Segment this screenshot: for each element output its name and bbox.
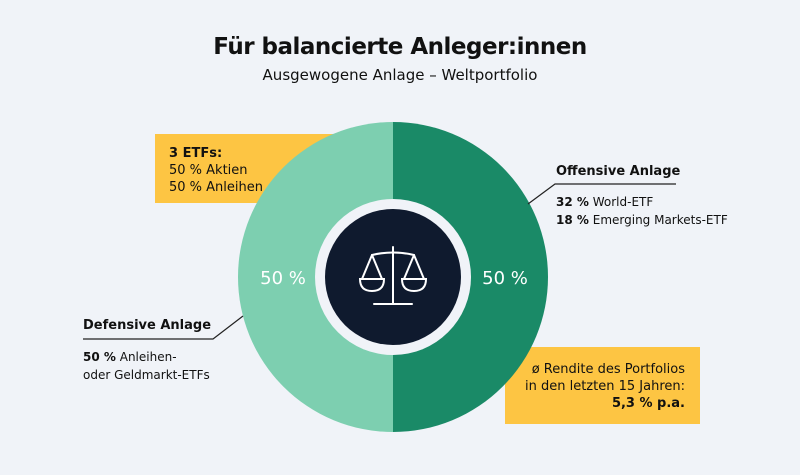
defensive-leader-line — [83, 315, 244, 340]
offensive-pct: 18 % — [556, 213, 589, 227]
page-subtitle: Ausgewogene Anlage – Weltportfolio — [262, 66, 538, 84]
offensive-item: Emerging Markets-ETF — [592, 213, 728, 227]
etf-info-text: 3 ETFs: 50 % Aktien 50 % Anleihen — [169, 145, 263, 196]
offensive-item: World-ETF — [592, 195, 654, 209]
slice-label-offensive: 50 % — [482, 268, 528, 289]
etf-info-line: 50 % Aktien — [169, 163, 248, 178]
offensive-leader-line — [527, 183, 676, 205]
defensive-label: Defensive Anlage — [83, 318, 211, 333]
etf-info-line: 50 % Anleihen — [169, 180, 263, 195]
defensive-details: 50 % Anleihen- oder Geldmarkt-ETFs — [83, 348, 210, 384]
offensive-label: Offensive Anlage — [556, 164, 680, 179]
defensive-line: oder Geldmarkt-ETFs — [83, 368, 210, 382]
slice-label-defensive: 50 % — [260, 268, 306, 289]
return-info-box — [505, 347, 700, 424]
return-line: in den letzten 15 Jahren: — [525, 379, 685, 394]
return-line: ø Rendite des Portfolios — [531, 362, 685, 377]
defensive-heading: Defensive Anlage — [83, 318, 212, 333]
offensive-pct: 32 % — [556, 195, 589, 209]
offensive-heading: Offensive Anlage — [556, 164, 681, 179]
return-value: 5,3 % p.a. — [611, 396, 685, 411]
page-title: Für balancierte Anleger:innen — [213, 34, 587, 60]
defensive-line: Anleihen- — [119, 350, 177, 364]
etf-info-heading: 3 ETFs: — [169, 146, 223, 161]
offensive-details: 32 % World-ETF 18 % Emerging Markets-ETF — [556, 193, 728, 229]
defensive-pct: 50 % — [83, 350, 116, 364]
return-info-text: ø Rendite des Portfolios in den letzten … — [505, 361, 685, 412]
scales-icon — [358, 246, 428, 305]
